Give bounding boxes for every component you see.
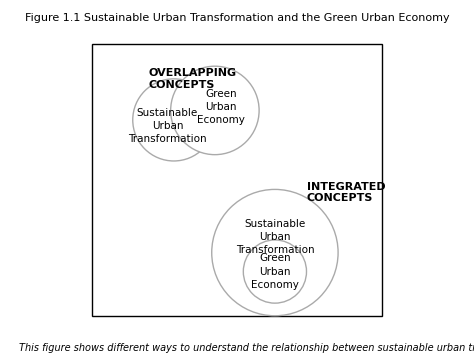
Text: OVERLAPPING
CONCEPTS: OVERLAPPING CONCEPTS — [148, 68, 237, 90]
Text: INTEGRATED
CONCEPTS: INTEGRATED CONCEPTS — [307, 182, 385, 203]
Circle shape — [171, 66, 259, 155]
Text: This figure shows different ways to understand the relationship between sustaina: This figure shows different ways to unde… — [19, 342, 474, 353]
Text: Green
Urban
Economy: Green Urban Economy — [197, 89, 245, 125]
Bar — [91, 44, 383, 316]
Text: Sustainable
Urban
Transformation: Sustainable Urban Transformation — [128, 108, 207, 144]
Text: Green
Urban
Economy: Green Urban Economy — [251, 253, 299, 290]
Circle shape — [212, 190, 338, 316]
Text: Sustainable
Urban
Transformation: Sustainable Urban Transformation — [236, 219, 314, 255]
Text: Figure 1.1 Sustainable Urban Transformation and the Green Urban Economy: Figure 1.1 Sustainable Urban Transformat… — [25, 13, 449, 23]
Circle shape — [243, 240, 307, 303]
Circle shape — [133, 79, 215, 161]
